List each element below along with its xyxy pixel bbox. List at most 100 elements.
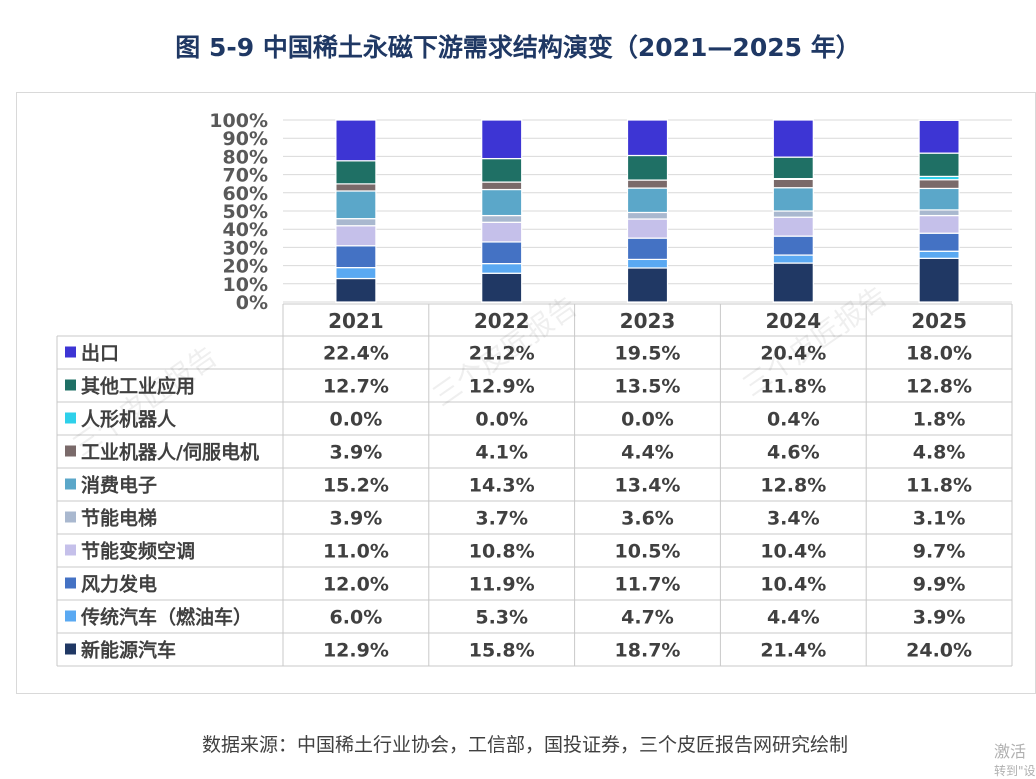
bar-segment — [918, 119, 960, 154]
table-value-cell: 12.7% — [323, 376, 389, 398]
table-value-cell: 12.8% — [906, 376, 972, 398]
bar-segment — [481, 262, 523, 274]
table-value-cell: 11.8% — [760, 376, 826, 398]
table-value-cell: 4.6% — [767, 442, 820, 464]
bar-segment — [918, 232, 960, 252]
table-value-cell: 10.4% — [760, 574, 826, 596]
bar-segment — [626, 211, 669, 220]
table-value-cell: 21.2% — [469, 343, 535, 365]
table-value-cell: 15.8% — [469, 640, 535, 662]
table-value-cell: 13.5% — [615, 376, 681, 398]
bar-segment — [918, 250, 960, 259]
table-value-cell: 4.4% — [767, 607, 820, 629]
bar-segment — [481, 272, 523, 303]
table-value-cell: 10.8% — [469, 541, 535, 563]
table-value-cell: 4.1% — [475, 442, 528, 464]
y-tick-label: 100% — [209, 110, 268, 132]
bar-segment — [918, 187, 960, 211]
table-value-cell: 4.4% — [621, 442, 674, 464]
legend-label: 消费电子 — [81, 474, 157, 497]
table-value-cell: 14.3% — [469, 475, 535, 497]
bar-segment — [481, 157, 523, 183]
table-value-cell: 10.4% — [760, 541, 826, 563]
y-tick-label: 90% — [223, 128, 268, 150]
bar-segment — [335, 160, 377, 185]
bar-segment — [918, 214, 960, 234]
table-value-cell: 11.7% — [615, 574, 681, 596]
bar-segment — [626, 179, 669, 189]
table-value-cell: 21.4% — [760, 640, 826, 662]
activate-windows-subtext: 转到"设 — [994, 764, 1036, 778]
bar-segment — [335, 245, 377, 269]
table-value-cell: 3.9% — [330, 508, 383, 530]
table-value-cell: 13.4% — [615, 475, 681, 497]
chart-title: 图 5-9 中国稀土永磁下游需求结构演变（2021—2025 年） — [175, 33, 861, 62]
legend-label: 工业机器人/伺服电机 — [81, 441, 259, 464]
table-value-cell: 9.7% — [913, 541, 966, 563]
table-value-cell: 12.0% — [323, 574, 389, 596]
bar-segment — [772, 235, 814, 256]
table-value-cell: 0.0% — [330, 409, 383, 431]
bar-segment — [918, 179, 960, 190]
source-note: 数据来源：中国稀土行业协会，工信部，国投证券，三个皮匠报告网研究绘制 — [201, 734, 848, 756]
table-value-cell: 22.4% — [323, 343, 389, 365]
table-value-cell: 4.8% — [913, 442, 966, 464]
bar-segment — [772, 210, 814, 218]
table-value-cell: 3.6% — [621, 508, 674, 530]
table-value-cell: 18.7% — [615, 640, 681, 662]
y-tick-label: 60% — [223, 183, 268, 205]
y-tick-label: 40% — [223, 219, 268, 241]
table-value-cell: 11.8% — [906, 475, 972, 497]
bar-segment — [481, 214, 523, 223]
bar-segment — [481, 181, 523, 191]
bar-segment — [481, 221, 523, 243]
table-value-cell: 3.9% — [330, 442, 383, 464]
y-tick-label: 0% — [236, 292, 268, 314]
bar-segment — [626, 119, 669, 157]
legend-swatch — [65, 478, 76, 490]
table-value-cell: 0.0% — [475, 409, 528, 431]
table-value-cell: 4.7% — [621, 607, 674, 629]
bar-segment — [918, 257, 960, 303]
table-value-cell: 10.5% — [615, 541, 681, 563]
bar-segment — [626, 267, 669, 303]
bar-segment — [335, 119, 377, 162]
table-value-cell: 12.9% — [469, 376, 535, 398]
legend-swatch — [65, 379, 76, 391]
bar-segment — [481, 188, 523, 217]
legend-swatch — [65, 511, 76, 523]
table-value-cell: 1.8% — [913, 409, 966, 431]
bar-segment — [335, 183, 377, 192]
bar-segment — [626, 187, 669, 214]
x-category-label: 2023 — [620, 309, 676, 333]
legend-label: 风力发电 — [81, 573, 157, 596]
y-tick-label: 10% — [223, 274, 268, 296]
bar-segment — [626, 237, 669, 261]
legend-swatch — [65, 412, 76, 424]
table-value-cell: 15.2% — [323, 475, 389, 497]
table-value-cell: 11.9% — [469, 574, 535, 596]
bar-segment — [918, 209, 960, 217]
table-value-cell: 3.1% — [913, 508, 966, 530]
activate-windows-text: 激活 — [994, 742, 1027, 761]
legend-swatch — [65, 643, 76, 655]
stacked-bar-chart: 0%10%20%30%40%50%60%70%80%90%100% 2021 202… — [56, 110, 1013, 667]
table-value-cell: 0.4% — [767, 409, 820, 431]
bar-segment — [335, 218, 377, 227]
legend-label: 节能电梯 — [81, 507, 157, 530]
table-value-cell: 0.0% — [621, 409, 674, 431]
bar-segment — [335, 267, 377, 280]
x-category-label: 2022 — [474, 309, 530, 333]
table-value-cell: 9.9% — [913, 574, 966, 596]
table-value-cell: 24.0% — [906, 640, 972, 662]
table-value-cell: 5.3% — [475, 607, 528, 629]
legend-label: 人形机器人 — [81, 409, 177, 431]
legend-label: 节能变频空调 — [81, 540, 195, 563]
bar-segment — [772, 156, 814, 180]
y-tick-label: 20% — [223, 256, 268, 278]
legend-swatch — [65, 445, 76, 457]
bar-segment — [918, 152, 960, 178]
y-tick-label: 50% — [223, 201, 268, 223]
y-tick-label: 30% — [223, 237, 268, 259]
legend-label: 新能源汽车 — [81, 639, 176, 662]
